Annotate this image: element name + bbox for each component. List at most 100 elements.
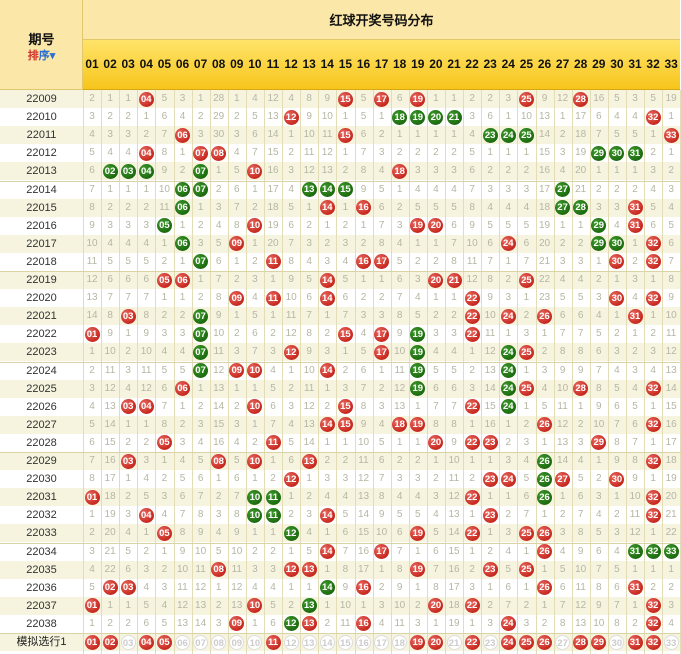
simulation-ball[interactable]: 10	[247, 634, 263, 650]
omission-count: 11	[159, 201, 170, 213]
omission-count: 4	[523, 455, 530, 466]
simulation-ball[interactable]: 22	[464, 634, 480, 650]
omission-count: 22	[104, 563, 116, 575]
drawn-ball: 15	[337, 417, 353, 433]
row-background	[0, 252, 681, 271]
omission-count: 1	[650, 274, 656, 285]
drawn-ball: 31	[627, 200, 643, 216]
simulation-ball[interactable]: 11	[265, 634, 281, 650]
omission-count: 7	[596, 129, 602, 141]
omission-count: 2	[270, 473, 276, 485]
omission-count: 2	[523, 418, 530, 430]
column-divider	[155, 90, 157, 654]
omission-count: 6	[523, 237, 530, 249]
simulation-ball[interactable]: 23	[482, 634, 498, 650]
issue-number: 22035	[26, 563, 57, 576]
issue-number: 22031	[26, 491, 57, 504]
simulation-ball[interactable]: 20	[428, 634, 444, 650]
omission-count: 3	[596, 491, 602, 503]
row-background	[0, 542, 681, 561]
omission-count: 1	[668, 111, 674, 123]
issue-number: 22032	[26, 509, 57, 522]
column-divider	[535, 90, 537, 654]
omission-count: 2	[541, 346, 548, 358]
simulation-ball[interactable]: 05	[156, 634, 172, 650]
simulation-ball[interactable]: 28	[573, 634, 589, 650]
omission-count: 6	[179, 491, 186, 503]
simulation-ball[interactable]: 15	[337, 634, 353, 650]
omission-count: 6	[288, 455, 294, 466]
simulation-ball[interactable]: 32	[645, 634, 661, 650]
simulation-ball[interactable]: 17	[374, 634, 390, 650]
simulation-ball[interactable]: 02	[102, 634, 118, 650]
simulation-ball[interactable]: 01	[84, 634, 100, 650]
simulation-ball[interactable]: 33	[663, 634, 679, 650]
simulation-ball[interactable]: 14	[319, 634, 335, 650]
sort-label-b: 序▾	[38, 50, 56, 62]
omission-count: 1	[632, 328, 638, 340]
omission-count: 4	[161, 599, 168, 611]
table-title: 红球开奖号码分布	[83, 0, 680, 40]
simulation-ball[interactable]: 12	[283, 634, 299, 650]
simulation-ball[interactable]: 09	[229, 634, 245, 650]
simulation-ball[interactable]: 16	[356, 634, 371, 650]
simulation-ball[interactable]: 19	[410, 634, 426, 650]
sort-toggle[interactable]: 排序▾	[0, 47, 83, 63]
omission-count: 1	[596, 455, 602, 466]
drawn-ball: 21	[446, 272, 462, 288]
simulation-ball[interactable]: 21	[446, 634, 462, 650]
omission-count: 8	[559, 617, 566, 629]
drawn-ball: 25	[518, 525, 534, 541]
drawn-ball: 32	[645, 507, 661, 523]
omission-count: 3	[342, 237, 349, 249]
simulation-ball[interactable]: 30	[609, 634, 625, 650]
omission-count: 13	[321, 165, 333, 177]
omission-count: 5	[89, 418, 95, 430]
omission-count: 4	[505, 201, 512, 213]
omission-count: 2	[632, 255, 638, 267]
simulation-ball[interactable]: 07	[193, 634, 209, 650]
omission-count: 5	[234, 455, 240, 466]
omission-count: 10	[86, 237, 98, 249]
column-divider	[390, 90, 392, 654]
drawn-ball: 24	[500, 236, 516, 252]
omission-count: 1	[577, 219, 584, 231]
omission-count: 2	[252, 436, 258, 448]
simulation-ball[interactable]: 13	[301, 634, 317, 650]
omission-count: 2	[378, 581, 385, 593]
drawn-ball: 27	[555, 182, 571, 197]
omission-count: 8	[360, 165, 367, 177]
simulation-ball[interactable]: 18	[392, 634, 408, 650]
simulation-ball[interactable]: 25	[518, 634, 534, 650]
omission-count: 7	[161, 129, 168, 141]
omission-count: 1	[342, 111, 349, 123]
omission-count: 11	[231, 563, 242, 575]
simulation-ball[interactable]: 26	[537, 634, 552, 650]
omission-count: 2	[650, 581, 656, 593]
simulation-ball[interactable]: 27	[555, 634, 571, 650]
omission-count: 6	[215, 255, 222, 267]
simulation-ball[interactable]: 08	[211, 634, 227, 650]
omission-count: 1	[288, 545, 294, 557]
column-divider	[101, 90, 103, 654]
drawn-ball: 13	[301, 182, 317, 197]
omission-count: 9	[215, 310, 222, 322]
omission-count: 3	[234, 129, 240, 141]
omission-count: 8	[451, 255, 457, 267]
omission-count: 3	[161, 328, 168, 340]
omission-count: 1	[342, 436, 349, 448]
drawn-ball: 17	[374, 91, 390, 107]
drawn-ball: 12	[283, 616, 299, 632]
drawn-ball: 24	[500, 616, 516, 632]
omission-count: 5	[179, 473, 186, 485]
omission-count: 1	[523, 292, 530, 304]
simulation-ball[interactable]: 31	[627, 634, 643, 650]
simulation-ball[interactable]: 03	[120, 634, 136, 650]
simulation-ball[interactable]: 04	[138, 634, 154, 650]
simulation-ball[interactable]: 06	[175, 634, 190, 650]
drawn-ball: 07	[193, 145, 209, 161]
omission-count: 3	[306, 237, 312, 249]
simulation-ball[interactable]: 29	[591, 634, 607, 650]
simulation-ball[interactable]: 24	[500, 634, 516, 650]
omission-count: 4	[360, 328, 367, 340]
